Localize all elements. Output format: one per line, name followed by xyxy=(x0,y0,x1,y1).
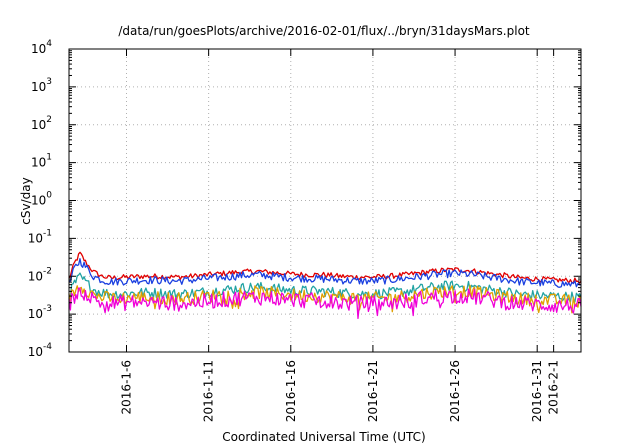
y-axis: 10-4 10-3 10-2 10-1 100 101 102 103 104 xyxy=(28,39,581,359)
y-tick-label: 102 xyxy=(31,115,52,132)
x-axis-label: Coordinated Universal Time (UTC) xyxy=(222,430,425,444)
y-tick-label: 10-1 xyxy=(28,228,52,245)
y-tick-label: 101 xyxy=(31,153,52,170)
series-line-5 xyxy=(68,287,582,320)
y-tick-label: 10-3 xyxy=(28,304,52,321)
y-tick-label: 10-4 xyxy=(28,342,53,359)
series-line-3 xyxy=(68,272,582,303)
y-tick-label: 103 xyxy=(31,77,52,94)
y-tick-label: 10-2 xyxy=(28,266,52,283)
x-tick-label: 2016-1-11 xyxy=(202,360,216,422)
y-tick-label: 100 xyxy=(31,191,52,208)
x-axis: 2016-1-6 2016-1-11 2016-1-16 2016-1-21 2016-… xyxy=(119,49,561,422)
x-tick-label: 2016-1-6 xyxy=(119,360,133,414)
x-tick-label: 2016-1-31 xyxy=(530,360,544,422)
y-axis-label: cSv/day xyxy=(19,177,33,224)
series-line-2 xyxy=(68,258,581,288)
x-tick-label: 2016-1-21 xyxy=(366,360,380,422)
series-layer xyxy=(68,251,582,320)
x-tick-label: 2016-1-16 xyxy=(284,360,298,422)
y-tick-label: 104 xyxy=(31,39,52,56)
x-tick-label: 2016-1-26 xyxy=(448,360,462,422)
chart-title: /data/run/goesPlots/archive/2016-02-01/f… xyxy=(118,24,530,38)
x-tick-label: 2016-2-1 xyxy=(547,360,561,414)
